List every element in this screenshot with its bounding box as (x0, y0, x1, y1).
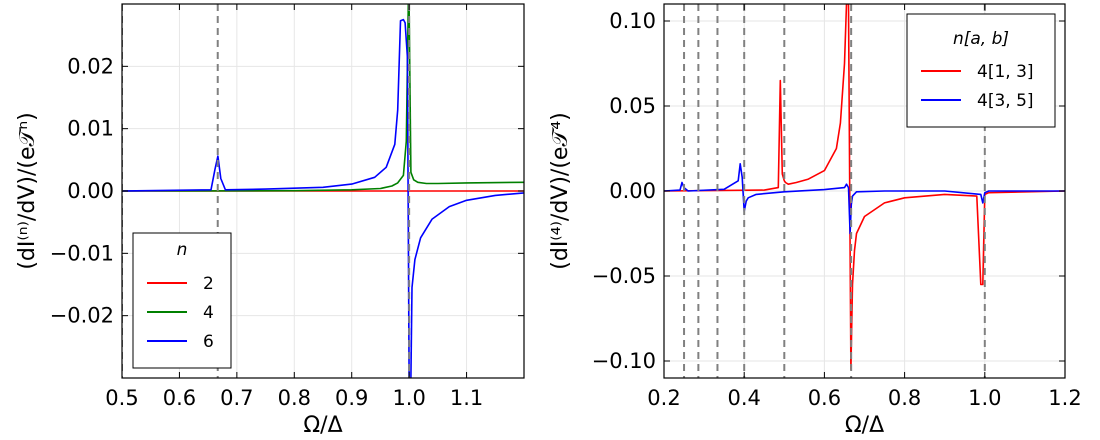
y-tick-label: 0.01 (67, 117, 114, 141)
legend-label-4: 4 (203, 303, 214, 323)
vlines (122, 4, 411, 378)
y-tick-label: −0.05 (592, 264, 656, 288)
legend-label-4[3, 5]: 4[3, 5] (977, 91, 1034, 111)
legend-title: n[a, b] (953, 29, 1009, 49)
x-tick-label: 0.4 (727, 386, 760, 410)
y-axis-label: (dI⁽⁴⁾/dV)/(e𝒯⁴) (548, 112, 573, 269)
x-tick-label: 0.9 (335, 386, 368, 410)
y-axis-label: (dI⁽ⁿ⁾/dV)/(e𝒯ⁿ) (15, 112, 40, 269)
legend: n[a, b] 4[1, 3] 4[3, 5] (906, 13, 1056, 128)
x-axis-label: Ω/Δ (845, 413, 884, 438)
panel-2: 0.2 0.4 0.6 0.8 1.0 1.2 −0.10 −0.05 0.00 0.05 0.10… (548, 3, 1082, 438)
legend-label-4[1, 3]: 4[1, 3] (977, 62, 1034, 82)
legend-label-6: 6 (203, 332, 214, 352)
x-tick-label: 0.6 (808, 386, 841, 410)
series-line-4[3, 5] (664, 163, 1065, 235)
x-tick-label: 1.2 (1048, 386, 1081, 410)
x-tick-label: 0.8 (278, 386, 311, 410)
x-tick-label: 0.5 (105, 386, 138, 410)
y-tick-label: 0.02 (67, 54, 114, 78)
series-line-6 (122, 18, 524, 378)
series-group (664, 4, 1065, 371)
series-line-4 (122, 4, 524, 192)
series-group (122, 4, 524, 378)
legend-label-2: 2 (203, 274, 214, 294)
y-tick-label: 0.10 (609, 9, 656, 33)
y-tick-label: −0.01 (50, 241, 114, 265)
y-tick-label: −0.10 (592, 349, 656, 373)
x-tick-label: 0.8 (888, 386, 921, 410)
x-tick-label: 1.0 (968, 386, 1001, 410)
legend-box (132, 232, 232, 369)
x-tick-label: 0.6 (163, 386, 196, 410)
x-tick-label: 0.7 (220, 386, 253, 410)
y-tick-label: 0.05 (609, 94, 656, 118)
x-tick-label: 1.0 (392, 386, 425, 410)
x-axis-label: Ω/Δ (303, 413, 342, 438)
x-tick-label: 0.2 (647, 386, 680, 410)
series-line-4[1, 3] (664, 4, 1065, 371)
x-tick-label: 1.1 (450, 386, 483, 410)
panel-1: 0.5 0.6 0.7 0.8 0.9 1.0 1.1 −0.02 −0.01 0.00 0.01 0… (15, 3, 525, 438)
legend-title: n (177, 240, 188, 260)
y-tick-label: −0.02 (50, 304, 114, 328)
y-tick-label: 0.00 (67, 179, 114, 203)
legend: n2 4 6 (132, 232, 232, 369)
y-tick-label: 0.00 (609, 179, 656, 203)
